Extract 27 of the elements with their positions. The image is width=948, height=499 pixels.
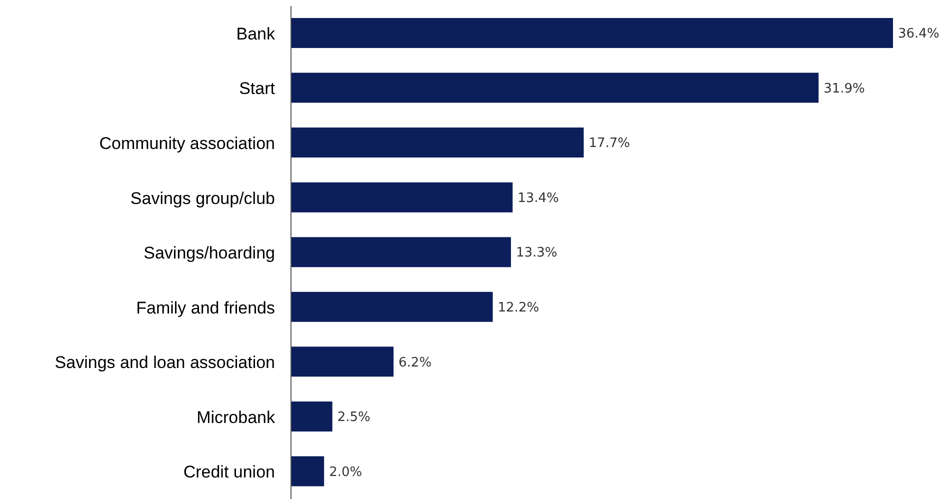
y-tick-label: Bank xyxy=(236,24,276,44)
data-label: 13.3% xyxy=(516,246,558,261)
y-tick-label: Family and friends xyxy=(136,298,275,318)
data-label: 2.0% xyxy=(329,464,362,480)
data-label: 13.4% xyxy=(518,190,559,206)
bar xyxy=(291,292,493,322)
bar xyxy=(291,237,511,268)
bar xyxy=(291,18,893,48)
bar xyxy=(291,182,513,212)
y-tick-label: Microbank xyxy=(196,408,276,427)
bar xyxy=(291,401,332,432)
y-tick-label: Savings group/club xyxy=(130,188,275,208)
y-tick-label: Credit union xyxy=(183,462,275,482)
y-tick-label: Savings/hoarding xyxy=(144,244,275,263)
data-label: 12.2% xyxy=(498,300,540,316)
data-label: 36.4% xyxy=(898,26,940,42)
y-tick-label: Savings and loan association xyxy=(54,353,275,372)
bar xyxy=(291,72,819,103)
data-label: 2.5% xyxy=(337,410,370,426)
data-label: 6.2% xyxy=(398,355,432,370)
bar xyxy=(291,128,584,158)
data-label: 17.7% xyxy=(588,136,630,152)
y-tick-label: Community association xyxy=(99,134,275,153)
bar xyxy=(291,456,324,486)
y-tick-label: Start xyxy=(239,79,276,98)
bar xyxy=(291,346,394,377)
data-label: 31.9% xyxy=(824,81,865,96)
